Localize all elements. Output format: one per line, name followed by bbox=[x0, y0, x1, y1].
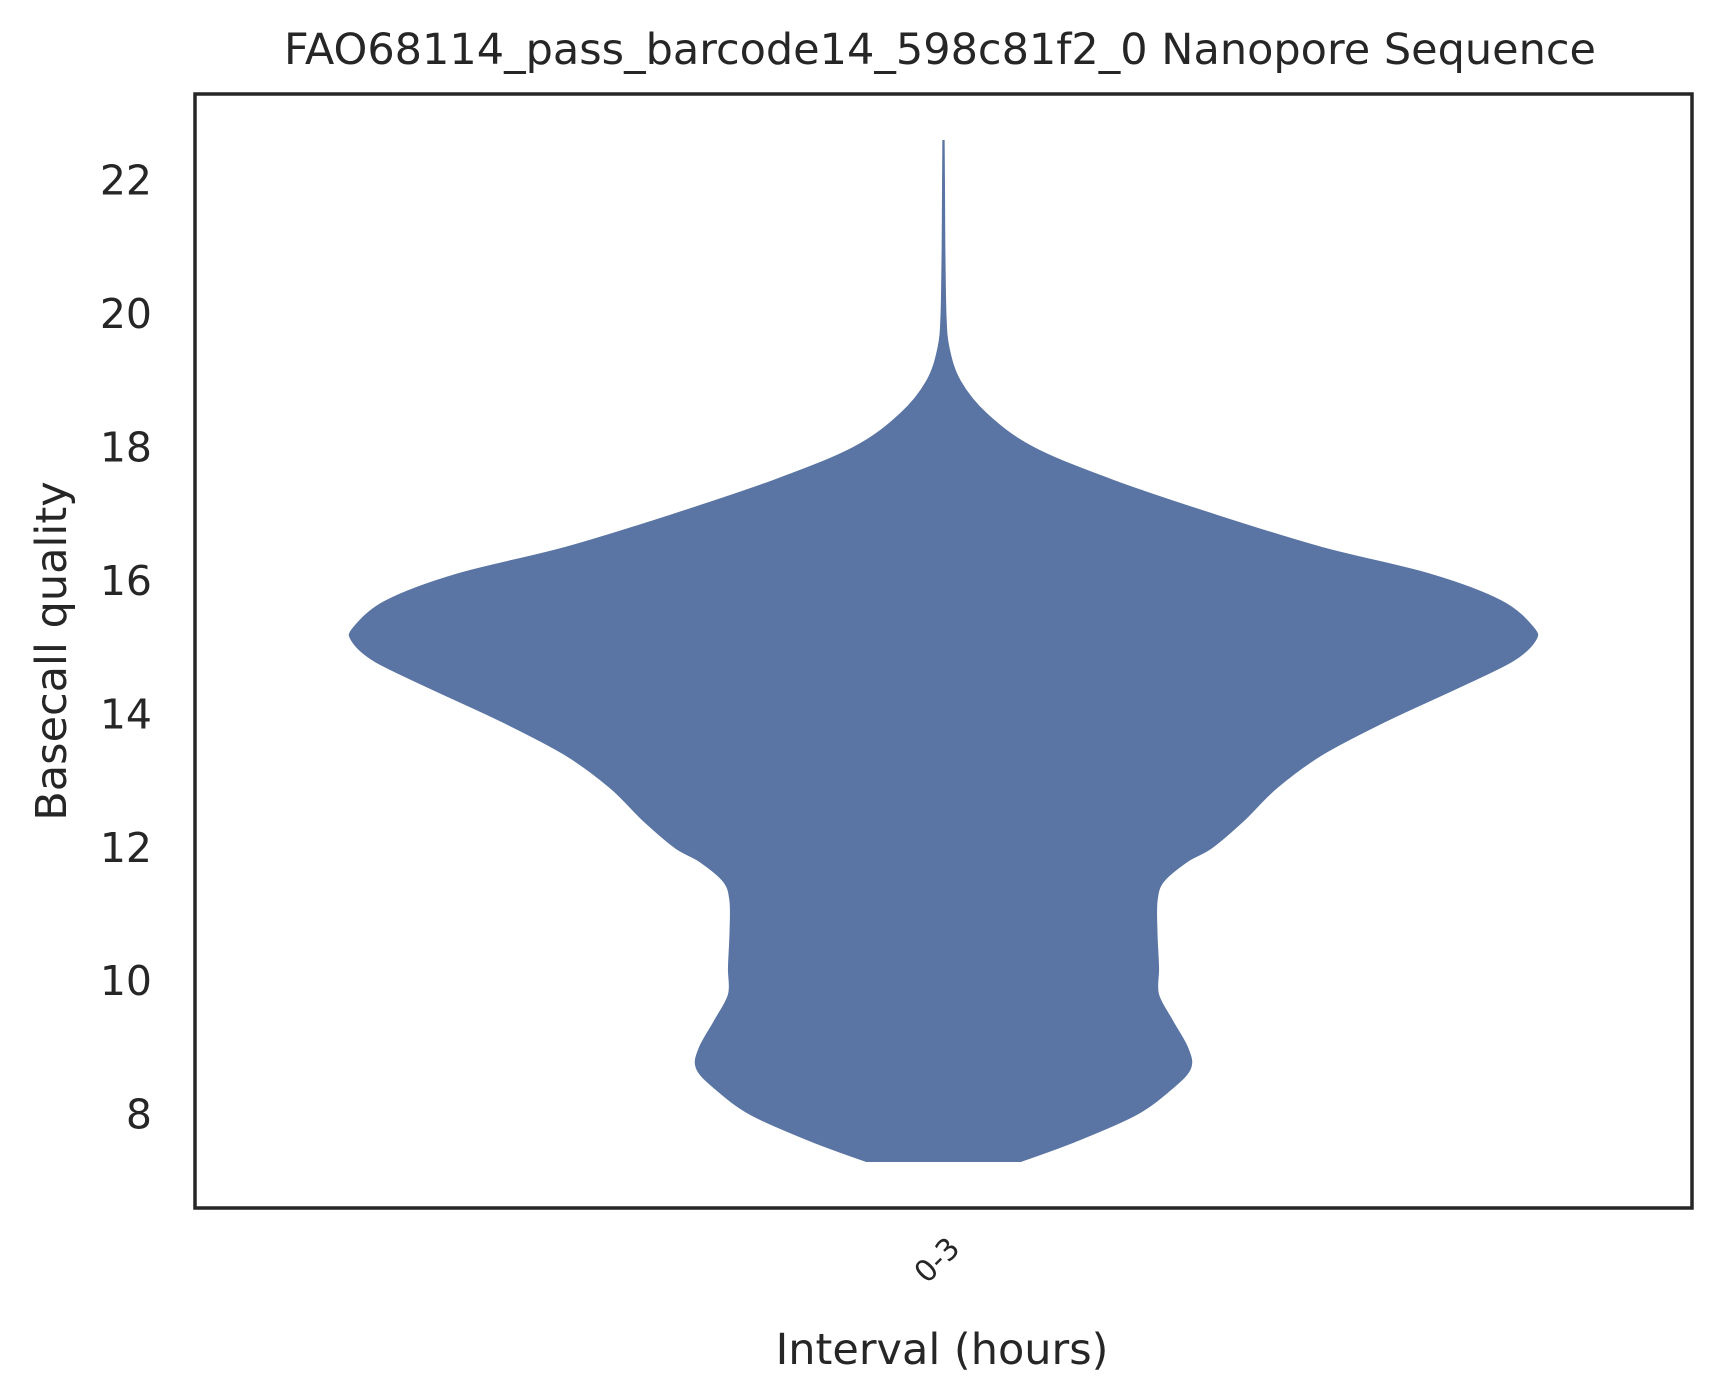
y-tick-label: 22 bbox=[100, 157, 152, 205]
y-axis-ticks: 8 10 12 14 16 18 20 22 bbox=[100, 157, 152, 1139]
y-tick-label: 12 bbox=[100, 824, 152, 872]
plot-area bbox=[348, 139, 1539, 1163]
y-tick-label: 20 bbox=[100, 290, 152, 338]
y-axis-label: Basecall quality bbox=[27, 481, 77, 820]
x-axis-label: Interval (hours) bbox=[776, 1325, 1109, 1375]
violin-body bbox=[348, 139, 1539, 1163]
y-tick-label: 18 bbox=[100, 424, 152, 472]
chart-title: FAO68114_pass_barcode14_598c81f2_0 Nanop… bbox=[284, 25, 1596, 75]
y-tick-label: 10 bbox=[100, 957, 152, 1005]
plot-frame bbox=[193, 92, 1694, 1210]
y-tick-label: 14 bbox=[100, 690, 152, 738]
y-tick-label: 16 bbox=[100, 557, 152, 605]
y-tick-label: 8 bbox=[126, 1091, 152, 1139]
